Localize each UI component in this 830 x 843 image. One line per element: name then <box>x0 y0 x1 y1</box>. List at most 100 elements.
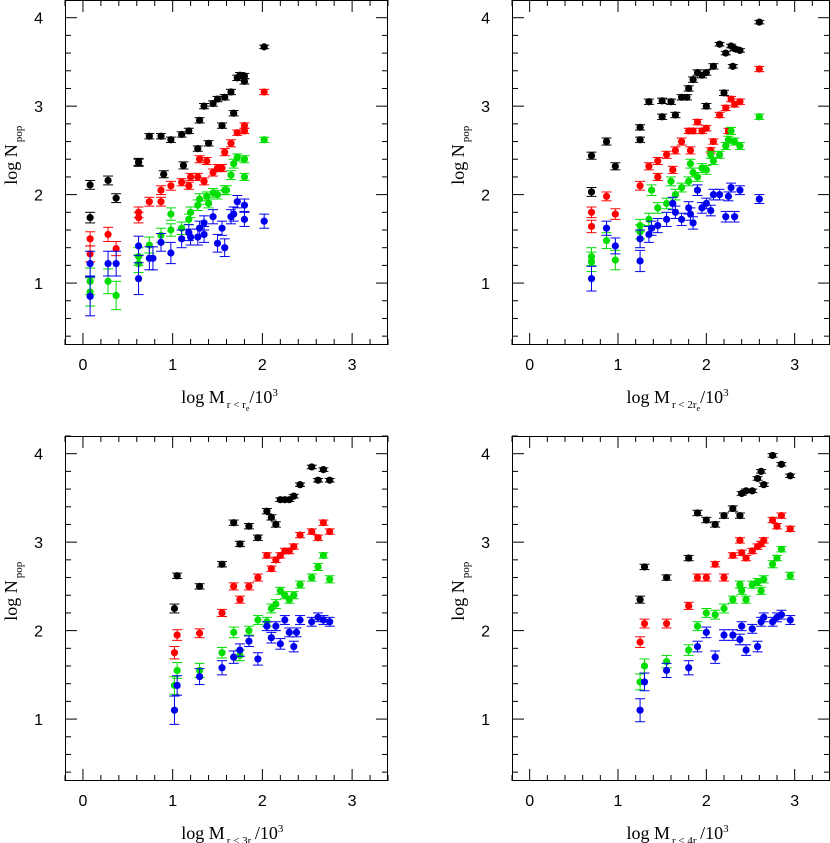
marker <box>720 573 728 582</box>
marker <box>720 604 728 613</box>
marker <box>720 631 728 639</box>
data-point <box>279 615 290 625</box>
marker <box>254 573 262 582</box>
data-point <box>681 93 692 101</box>
marker <box>693 509 702 517</box>
marker <box>218 560 226 568</box>
marker <box>213 239 222 247</box>
marker <box>187 173 195 181</box>
data-point <box>685 207 696 221</box>
marker <box>195 116 204 124</box>
marker <box>715 111 724 119</box>
marker <box>709 137 718 146</box>
marker <box>709 191 718 199</box>
marker <box>194 201 202 209</box>
data-point <box>185 172 196 181</box>
marker <box>314 534 322 542</box>
data-point <box>635 136 646 144</box>
marker <box>263 622 271 630</box>
data-point <box>228 206 239 222</box>
data-point <box>266 565 277 573</box>
data-point <box>291 627 302 638</box>
y-axis-label: log Npop <box>448 561 472 621</box>
data-point <box>670 205 681 219</box>
y-tick-label: 2 <box>34 624 43 641</box>
data-point <box>228 650 239 664</box>
marker <box>738 587 746 595</box>
data-point <box>103 175 114 186</box>
x-tick-label: 0 <box>78 793 87 810</box>
marker <box>218 649 226 657</box>
data-point <box>219 148 230 157</box>
marker <box>308 463 316 471</box>
data-point <box>156 132 167 140</box>
data-point <box>165 136 176 144</box>
data-point <box>785 472 796 480</box>
data-point <box>212 233 223 253</box>
data-point <box>734 512 745 520</box>
data-point <box>306 573 317 582</box>
data-point <box>692 509 703 517</box>
marker <box>185 215 193 223</box>
data-point <box>111 250 122 277</box>
data-point <box>239 77 250 85</box>
marker <box>319 466 327 474</box>
data-point <box>192 145 203 153</box>
series-1 <box>635 451 796 604</box>
marker <box>669 166 677 174</box>
marker <box>263 551 271 560</box>
plot-frame <box>65 436 388 781</box>
data-point <box>85 276 96 317</box>
marker <box>222 186 231 194</box>
data-point <box>217 608 228 617</box>
data-point <box>758 481 769 489</box>
y-tick-label: 2 <box>481 624 490 641</box>
data-point <box>652 218 663 234</box>
marker <box>757 467 765 475</box>
data-point <box>692 621 703 632</box>
marker <box>319 551 327 560</box>
marker <box>755 65 763 73</box>
marker <box>308 527 316 536</box>
data-point <box>756 616 767 627</box>
x-tick-label: 3 <box>790 793 799 810</box>
marker <box>693 622 702 630</box>
data-point <box>324 527 335 536</box>
marker <box>230 210 238 218</box>
marker <box>722 213 730 221</box>
data-point <box>758 575 769 584</box>
data-point <box>270 621 281 632</box>
marker <box>768 516 777 524</box>
data-point <box>727 629 738 641</box>
marker <box>693 573 702 582</box>
marker <box>178 235 186 243</box>
y-tick-label: 4 <box>34 11 43 28</box>
marker <box>263 507 271 515</box>
marker <box>736 142 744 150</box>
marker <box>290 542 298 551</box>
data-point <box>701 102 712 110</box>
data-point <box>266 513 277 521</box>
x-tick-label: 2 <box>258 793 267 810</box>
marker <box>689 127 697 135</box>
data-point <box>212 189 223 200</box>
marker <box>777 512 786 520</box>
data-point <box>752 474 763 483</box>
data-point <box>708 62 719 70</box>
data-point <box>701 608 712 618</box>
data-point <box>720 49 731 57</box>
marker <box>702 609 710 617</box>
data-point <box>586 151 597 160</box>
data-point <box>306 463 317 471</box>
marker <box>86 292 94 300</box>
data-point <box>692 573 703 582</box>
marker <box>671 146 680 154</box>
marker <box>319 616 327 624</box>
data-point <box>176 178 187 187</box>
data-point <box>225 88 236 96</box>
data-point <box>165 241 176 265</box>
marker <box>260 43 268 51</box>
data-point <box>201 156 212 166</box>
marker <box>689 76 697 84</box>
